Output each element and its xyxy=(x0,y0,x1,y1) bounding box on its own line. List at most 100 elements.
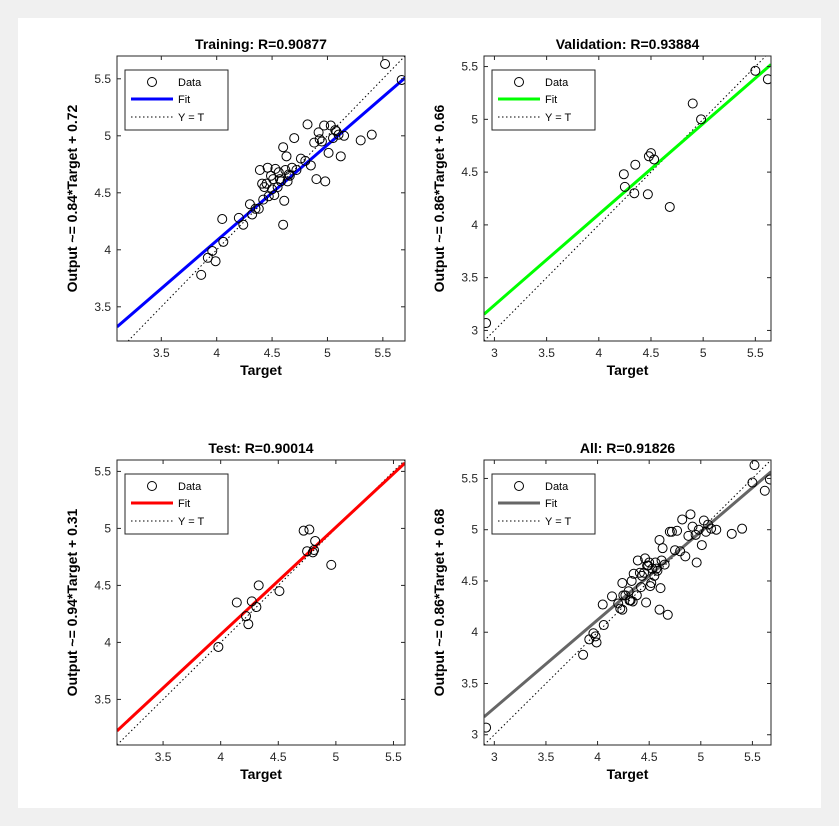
regression-panel-3: 3.5 4 4.5 5 5.5 3.5 4 4.5 5 5.5 Test: R=0.90014 Tar… xyxy=(64,440,406,782)
data-point xyxy=(289,133,300,144)
y-tick-label: 3 xyxy=(471,728,478,742)
data-point xyxy=(696,114,707,125)
data-point xyxy=(305,160,316,171)
data-point xyxy=(333,129,344,140)
data-point xyxy=(304,524,315,535)
data-point xyxy=(631,590,642,601)
data-point xyxy=(747,477,758,488)
x-tick-label: 5 xyxy=(697,750,704,764)
y-tick-label: 3.5 xyxy=(461,676,478,690)
data-point xyxy=(484,722,492,733)
data-point xyxy=(634,567,645,578)
identity-line xyxy=(484,56,767,341)
data-point xyxy=(662,609,673,620)
data-point xyxy=(630,159,641,170)
data-point xyxy=(706,523,717,534)
x-tick-label: 3.5 xyxy=(153,346,170,360)
data-point xyxy=(657,543,668,554)
y-axis-label: Output ~= 0.84*Target + 0.72 xyxy=(64,104,80,292)
data-point xyxy=(268,174,279,185)
data-point xyxy=(275,176,286,187)
data-point xyxy=(618,169,629,180)
y-axis-label: Output ~= 0.86*Target + 0.66 xyxy=(431,104,447,292)
data-point xyxy=(617,604,628,615)
data-point xyxy=(750,65,761,76)
data-point xyxy=(355,135,366,146)
data-point xyxy=(685,509,696,520)
data-point xyxy=(598,620,609,631)
data-point xyxy=(253,580,264,591)
data-point xyxy=(233,212,244,223)
data-point xyxy=(675,546,686,557)
data-point xyxy=(726,528,737,539)
x-tick-label: 5.5 xyxy=(744,750,761,764)
x-tick-label: 4 xyxy=(217,750,224,764)
data-point xyxy=(749,460,760,471)
data-point xyxy=(641,597,652,608)
regression-panel-2: 3 3.5 4 4.5 5 5.5 3 3.5 4 4.5 5 5.5 Validation: R=0.… xyxy=(431,36,772,378)
data-point xyxy=(196,269,207,280)
data-point xyxy=(339,130,350,141)
legend-marker-data xyxy=(147,77,157,87)
data-point xyxy=(615,603,626,614)
data-point xyxy=(281,151,292,162)
data-point xyxy=(632,555,643,566)
y-tick-label: 5 xyxy=(104,129,111,143)
data-point xyxy=(693,524,704,535)
data-point xyxy=(231,597,242,608)
data-point xyxy=(218,236,229,247)
y-tick-label: 4 xyxy=(471,625,478,639)
data-point xyxy=(310,535,321,546)
legend: Data Fit Y = T xyxy=(491,473,596,535)
data-point xyxy=(666,526,677,537)
data-point xyxy=(291,165,302,175)
x-tick-label: 5.5 xyxy=(747,346,764,360)
data-point xyxy=(642,189,653,200)
x-axis-label: Target xyxy=(607,766,649,782)
data-point xyxy=(687,98,698,109)
y-tick-label: 4 xyxy=(104,635,111,649)
data-point xyxy=(690,529,701,540)
data-point xyxy=(217,214,228,225)
data-point xyxy=(278,142,289,153)
data-point xyxy=(651,563,662,574)
data-point xyxy=(267,184,278,195)
y-tick-label: 4.5 xyxy=(94,186,111,200)
data-point xyxy=(591,637,602,648)
y-tick-label: 5 xyxy=(104,521,111,535)
data-point xyxy=(320,176,331,187)
data-point xyxy=(258,194,269,205)
data-point xyxy=(737,523,748,534)
data-point xyxy=(683,530,694,541)
data-point xyxy=(274,586,285,597)
legend-label: Fit xyxy=(178,498,190,510)
x-tick-label: 4 xyxy=(213,346,220,360)
data-point xyxy=(700,526,711,537)
data-point xyxy=(643,151,654,162)
data-point xyxy=(272,182,283,193)
data-point xyxy=(302,119,313,130)
y-tick-label: 4 xyxy=(104,243,111,257)
legend-label: Y = T xyxy=(178,516,204,528)
legend-label: Data xyxy=(178,481,202,493)
x-tick-label: 5 xyxy=(333,750,340,764)
data-point xyxy=(274,174,285,185)
axes-frame xyxy=(483,459,772,746)
data-point xyxy=(617,578,628,589)
x-tick-label: 3 xyxy=(491,750,498,764)
data-point xyxy=(691,557,702,568)
x-axis-label: Target xyxy=(607,362,649,378)
panel-title: All: R=0.91826 xyxy=(580,440,676,456)
legend-label: Data xyxy=(178,77,202,89)
x-tick-label: 3.5 xyxy=(538,750,555,764)
axes-frame xyxy=(483,55,772,342)
data-point xyxy=(278,219,289,230)
legend-marker-data xyxy=(514,481,524,491)
y-tick-label: 3.5 xyxy=(461,271,478,285)
data-point xyxy=(646,578,657,589)
x-tick-label: 4 xyxy=(595,346,602,360)
x-tick-label: 4.5 xyxy=(270,750,287,764)
data-point xyxy=(279,195,290,206)
data-point xyxy=(484,318,492,329)
data-point xyxy=(314,134,325,145)
